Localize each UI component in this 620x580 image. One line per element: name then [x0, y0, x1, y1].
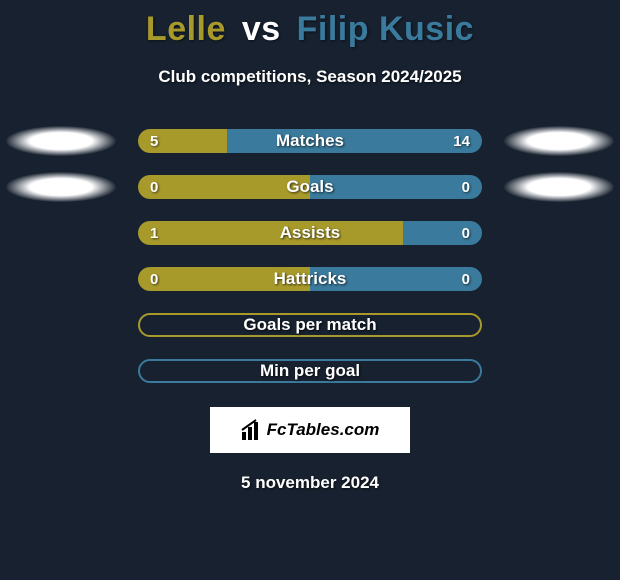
stat-segment-right: 0 [403, 221, 482, 245]
stat-row: 0 0 Hattricks [0, 267, 620, 291]
player-shadow-left [6, 172, 116, 202]
subtitle: Club competitions, Season 2024/2025 [0, 67, 620, 87]
player-shadow-right [504, 172, 614, 202]
stat-value-right: 0 [462, 225, 470, 242]
date-label: 5 november 2024 [0, 473, 620, 493]
stat-value-left: 0 [150, 271, 158, 288]
player-shadow-right [504, 126, 614, 156]
stats-container: 5 14 Matches 0 0 Goals 1 0 Assists 0 0 Hattricks Goa… [0, 129, 620, 383]
stat-bar-outline: Min per goal [138, 359, 482, 383]
stat-row: Goals per match [0, 313, 620, 337]
comparison-title: Lelle vs Filip Kusic [0, 0, 620, 49]
stat-label: Goals per match [243, 315, 376, 335]
stat-row: 0 0 Goals [0, 175, 620, 199]
stat-value-right: 0 [462, 179, 470, 196]
chart-icon [241, 419, 263, 441]
stat-value-left: 1 [150, 225, 158, 242]
watermark: FcTables.com [210, 407, 410, 453]
stat-bar: 5 14 Matches [138, 129, 482, 153]
player-shadow-left [6, 126, 116, 156]
stat-segment-left: 0 [138, 175, 310, 199]
watermark-text: FcTables.com [267, 420, 380, 440]
stat-row: 5 14 Matches [0, 129, 620, 153]
stat-bar: 0 0 Goals [138, 175, 482, 199]
stat-label: Hattricks [274, 269, 347, 289]
stat-label: Goals [286, 177, 333, 197]
stat-label: Min per goal [260, 361, 360, 381]
stat-segment-left: 5 [138, 129, 227, 153]
stat-value-left: 5 [150, 133, 158, 150]
stat-value-right: 14 [453, 133, 470, 150]
stat-bar: 0 0 Hattricks [138, 267, 482, 291]
stat-segment-left: 1 [138, 221, 403, 245]
stat-bar: 1 0 Assists [138, 221, 482, 245]
stat-segment-right: 14 [227, 129, 482, 153]
stat-bar-outline: Goals per match [138, 313, 482, 337]
stat-label: Assists [280, 223, 340, 243]
stat-value-right: 0 [462, 271, 470, 288]
stat-row: Min per goal [0, 359, 620, 383]
stat-value-left: 0 [150, 179, 158, 196]
player1-name: Lelle [146, 10, 226, 48]
stat-label: Matches [276, 131, 344, 151]
vs-label: vs [242, 10, 281, 48]
stat-row: 1 0 Assists [0, 221, 620, 245]
player2-name: Filip Kusic [297, 10, 474, 48]
stat-segment-right: 0 [310, 175, 482, 199]
